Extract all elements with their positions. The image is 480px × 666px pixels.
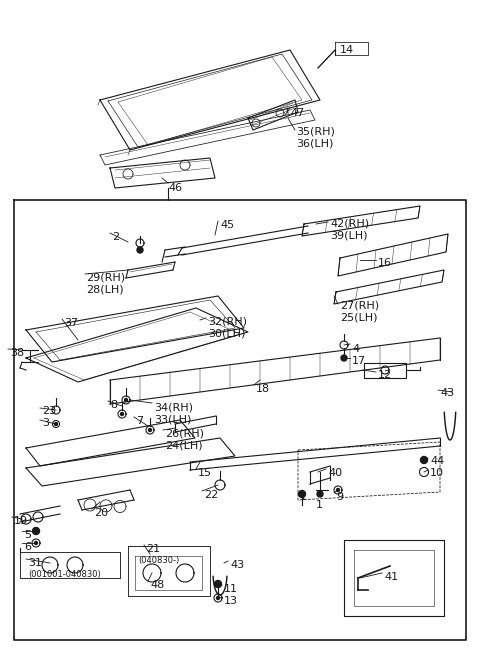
Text: 47: 47 (290, 108, 304, 118)
Polygon shape (336, 488, 339, 492)
Text: 25(LH): 25(LH) (340, 312, 377, 322)
Text: 14: 14 (340, 45, 354, 55)
Text: 1: 1 (300, 492, 307, 502)
Text: 16: 16 (378, 258, 392, 268)
Text: 28(LH): 28(LH) (86, 284, 124, 294)
Text: 32(RH): 32(RH) (208, 316, 247, 326)
Text: 38: 38 (10, 348, 24, 358)
Text: 41: 41 (384, 572, 398, 582)
Text: 44: 44 (430, 456, 444, 466)
Text: 8: 8 (110, 400, 117, 410)
Polygon shape (299, 490, 305, 498)
Polygon shape (120, 412, 123, 416)
Text: 42(RH): 42(RH) (330, 218, 369, 228)
Text: 35(RH): 35(RH) (296, 126, 335, 136)
Polygon shape (124, 398, 128, 402)
Text: (040830-): (040830-) (138, 556, 179, 565)
Polygon shape (137, 247, 143, 253)
Polygon shape (55, 422, 58, 426)
Text: 7: 7 (136, 416, 143, 426)
Text: 36(LH): 36(LH) (296, 138, 334, 148)
Text: 29(RH): 29(RH) (86, 272, 125, 282)
Polygon shape (35, 541, 37, 545)
Text: 9: 9 (336, 492, 343, 502)
Polygon shape (148, 428, 152, 432)
Polygon shape (420, 456, 428, 464)
Polygon shape (341, 355, 347, 361)
Text: 26(RH): 26(RH) (165, 428, 204, 438)
Text: 13: 13 (224, 596, 238, 606)
Text: 17: 17 (352, 356, 366, 366)
Text: 6: 6 (24, 542, 31, 552)
Text: 43: 43 (440, 388, 454, 398)
Text: 45: 45 (220, 220, 234, 230)
Text: 23: 23 (42, 406, 56, 416)
Text: 15: 15 (198, 468, 212, 478)
Text: 43: 43 (230, 560, 244, 570)
Text: 3: 3 (42, 418, 49, 428)
Text: 31: 31 (28, 558, 42, 568)
Text: 34(RH): 34(RH) (154, 402, 193, 412)
Text: 46: 46 (168, 183, 182, 193)
Text: 37: 37 (64, 318, 78, 328)
Text: 48: 48 (150, 580, 164, 590)
Text: 22: 22 (204, 490, 218, 500)
Text: (001001-040830): (001001-040830) (28, 570, 101, 579)
Text: 1: 1 (316, 500, 323, 510)
Text: 20: 20 (94, 508, 108, 518)
Polygon shape (216, 597, 219, 599)
Text: 11: 11 (224, 584, 238, 594)
Text: 10: 10 (430, 468, 444, 478)
Text: 30(LH): 30(LH) (208, 328, 245, 338)
Polygon shape (33, 527, 39, 535)
Text: 27(RH): 27(RH) (340, 300, 379, 310)
Text: 21: 21 (146, 544, 160, 554)
Text: 2: 2 (112, 232, 119, 242)
Polygon shape (317, 491, 323, 497)
Text: 39(LH): 39(LH) (330, 230, 368, 240)
Text: 4: 4 (352, 344, 359, 354)
Text: 19: 19 (14, 516, 28, 526)
Text: 24(LH): 24(LH) (165, 440, 203, 450)
Text: 5: 5 (24, 530, 31, 540)
Text: 12: 12 (378, 370, 392, 380)
Text: 33(LH): 33(LH) (154, 414, 192, 424)
Polygon shape (215, 581, 221, 587)
Text: 40: 40 (328, 468, 342, 478)
Text: 18: 18 (256, 384, 270, 394)
